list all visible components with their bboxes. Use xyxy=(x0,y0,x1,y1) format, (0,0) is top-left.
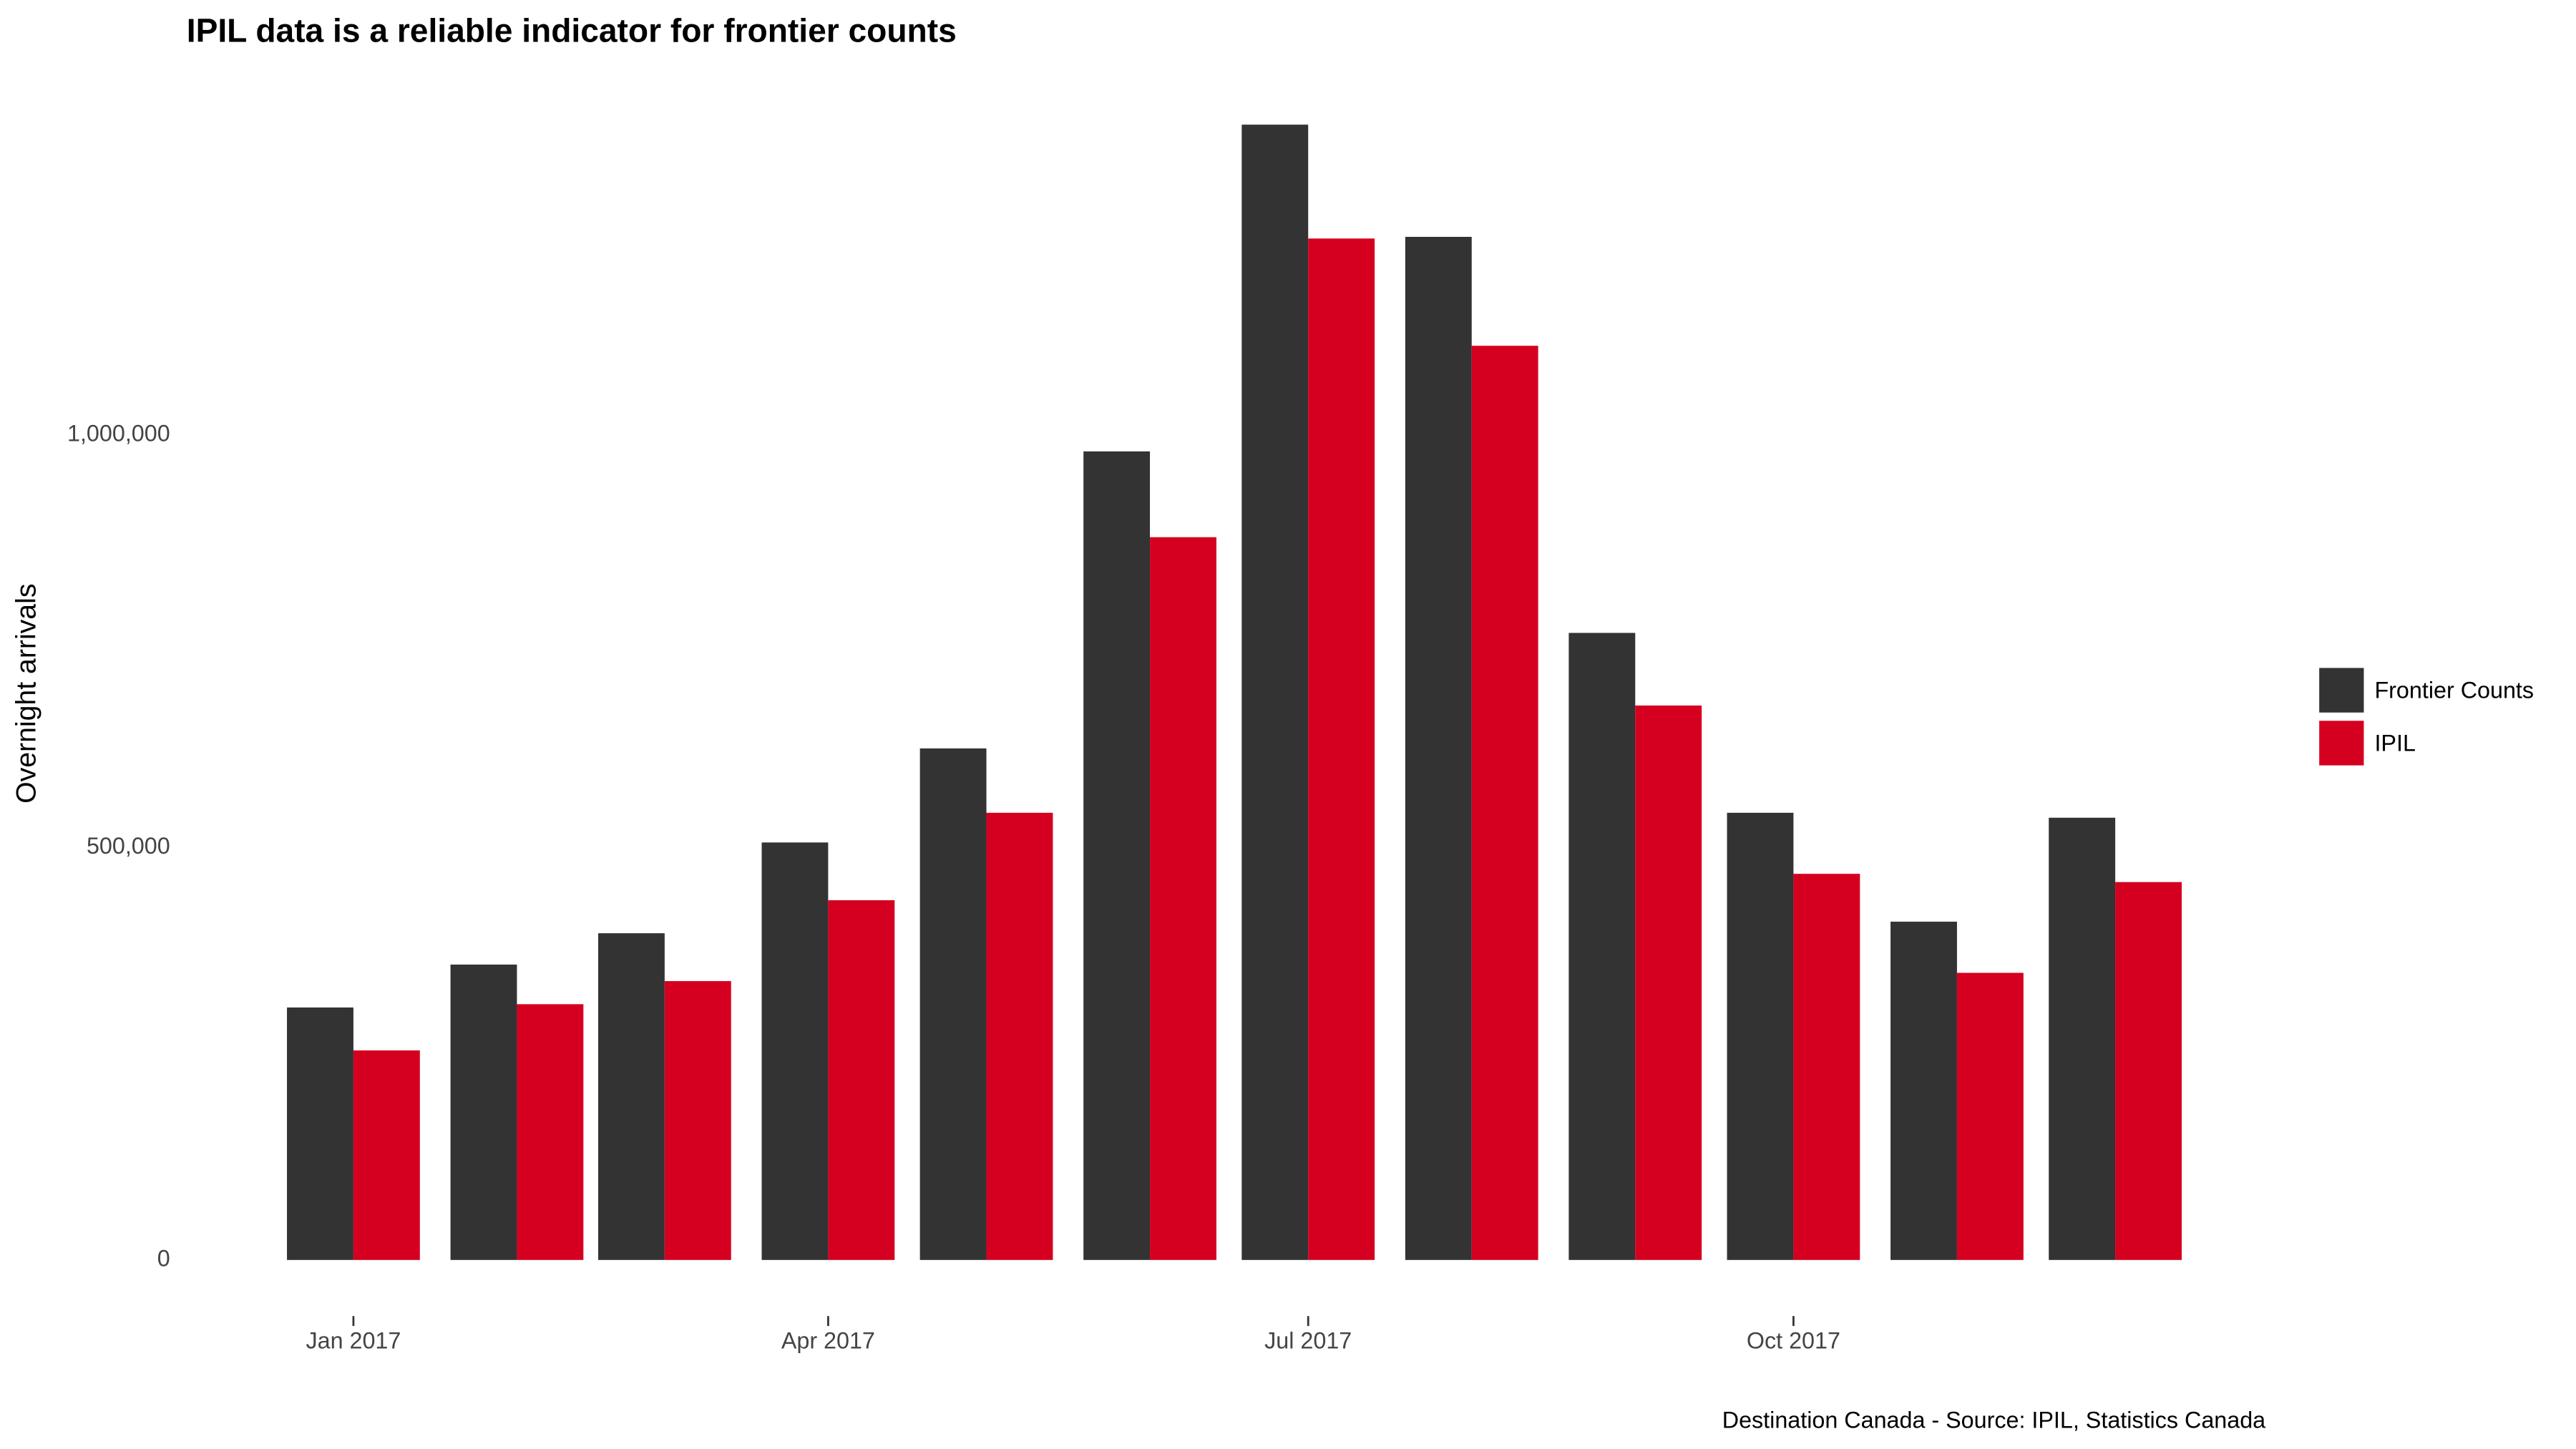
bar xyxy=(1083,451,1151,1260)
x-tick-label: Jan 2017 xyxy=(306,1328,401,1354)
bar xyxy=(1890,922,1957,1260)
y-tick-label: 500,000 xyxy=(87,833,170,859)
legend-key xyxy=(2317,718,2366,767)
y-tick-label: 1,000,000 xyxy=(67,420,170,446)
bar xyxy=(1635,705,1702,1260)
x-tick-label: Oct 2017 xyxy=(1747,1328,1840,1354)
bar xyxy=(828,900,895,1260)
bar xyxy=(1150,537,1216,1260)
bar xyxy=(1405,237,1472,1260)
bar xyxy=(2115,882,2182,1260)
bar xyxy=(761,842,829,1260)
bar xyxy=(353,1050,420,1260)
bar xyxy=(664,981,731,1260)
bar xyxy=(1727,812,1794,1260)
caption: Destination Canada - Source: IPIL, Stati… xyxy=(1722,1407,2265,1433)
legend-key xyxy=(2317,666,2366,715)
legend-label: Frontier Counts xyxy=(2374,677,2534,703)
bar xyxy=(1956,972,2024,1260)
legend-label: IPIL xyxy=(2374,730,2415,756)
bar xyxy=(597,933,665,1260)
x-tick-label: Apr 2017 xyxy=(781,1328,875,1354)
bar xyxy=(919,748,987,1260)
x-tick-label: Jul 2017 xyxy=(1264,1328,1352,1354)
bar xyxy=(1568,633,1636,1260)
bar xyxy=(1308,238,1375,1260)
bar xyxy=(450,965,517,1260)
y-axis-label: Overnight arrivals xyxy=(11,584,42,804)
y-tick-label: 0 xyxy=(157,1245,170,1271)
bar xyxy=(517,1004,584,1260)
bar xyxy=(986,812,1053,1260)
bar xyxy=(287,1007,353,1260)
bar xyxy=(1241,125,1309,1260)
bar xyxy=(1793,874,1860,1260)
bar xyxy=(1471,346,1538,1260)
chart-title: IPIL data is a reliable indicator for fr… xyxy=(187,11,957,49)
bar xyxy=(2049,817,2116,1260)
